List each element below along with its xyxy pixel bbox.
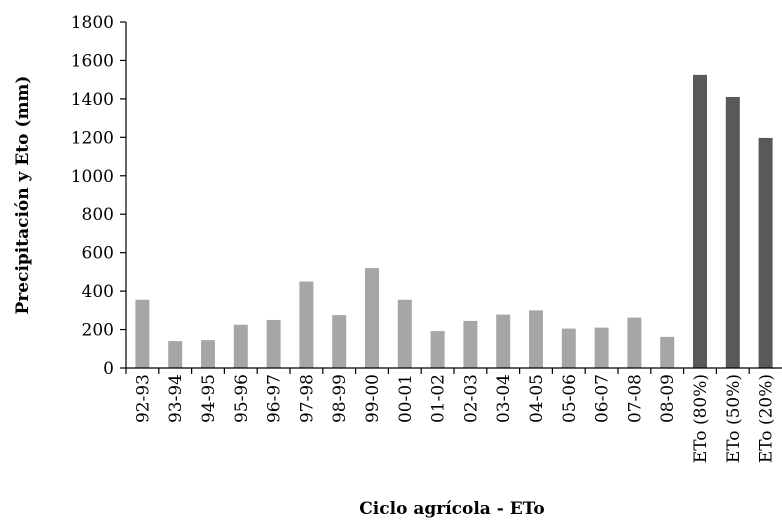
x-tick-label: 04-05 <box>527 374 547 423</box>
x-tick-label: ETo (20%) <box>757 374 777 463</box>
bar <box>168 341 183 368</box>
x-axis-ticks: 92-93 93-94 94-95 95-96 96-97 97-98 98-99 99-00… <box>125 368 777 463</box>
x-tick-label: ETo (50%) <box>724 374 744 463</box>
y-tick-label: 1200 <box>71 128 114 148</box>
x-tick-label: 02-03 <box>461 374 481 423</box>
bar <box>693 74 707 368</box>
bar <box>594 327 609 368</box>
x-tick-label: ETo (80%) <box>691 374 711 463</box>
bar <box>266 319 281 368</box>
bar <box>529 310 543 368</box>
bar <box>725 96 740 368</box>
x-tick-label: 93-94 <box>166 374 186 423</box>
x-tick-label: 06-07 <box>593 374 613 423</box>
y-tick-label: 800 <box>82 205 114 225</box>
x-tick-label: 08-09 <box>658 374 678 423</box>
bar <box>660 336 675 368</box>
bar <box>430 331 445 368</box>
y-tick-label: 0 <box>103 359 114 379</box>
bar <box>496 314 511 368</box>
bar <box>397 299 412 368</box>
bar <box>561 328 576 368</box>
y-tick-label: 1800 <box>71 13 114 33</box>
x-tick-label: 94-95 <box>199 374 219 423</box>
bar <box>758 137 773 368</box>
bar <box>332 315 347 368</box>
x-tick-label: 92-93 <box>133 374 153 423</box>
x-tick-label: 96-97 <box>265 374 285 423</box>
bar <box>627 317 642 368</box>
bar <box>365 268 379 368</box>
y-tick-label: 1000 <box>71 167 114 187</box>
x-tick-label: 01-02 <box>429 374 449 423</box>
y-tick-label: 400 <box>82 282 114 302</box>
y-axis-title: Precipitación y Eto (mm) <box>13 76 33 315</box>
bar <box>135 299 150 368</box>
x-tick-label: 00-01 <box>396 374 416 423</box>
y-axis-ticks: 0 200 400 600 800 1000 1200 1400 1600 1800 <box>71 13 126 379</box>
x-tick-label: 03-04 <box>494 374 514 423</box>
x-tick-label: 05-06 <box>560 374 580 423</box>
bars <box>135 74 773 368</box>
bar <box>463 320 478 368</box>
x-tick-label: 95-96 <box>232 374 252 423</box>
bar <box>299 281 314 368</box>
x-tick-label: 97-98 <box>297 374 317 423</box>
y-tick-label: 1400 <box>71 90 114 110</box>
bar <box>233 324 248 368</box>
x-tick-label: 99-00 <box>363 374 383 423</box>
y-tick-label: 600 <box>82 244 114 264</box>
y-tick-label: 1600 <box>71 51 114 71</box>
y-tick-label: 200 <box>82 321 114 341</box>
x-axis-title: Ciclo agrícola - ETo <box>359 499 544 519</box>
x-tick-label: 98-99 <box>330 374 350 423</box>
bar <box>201 340 215 368</box>
x-tick-label: 07-08 <box>625 374 645 423</box>
